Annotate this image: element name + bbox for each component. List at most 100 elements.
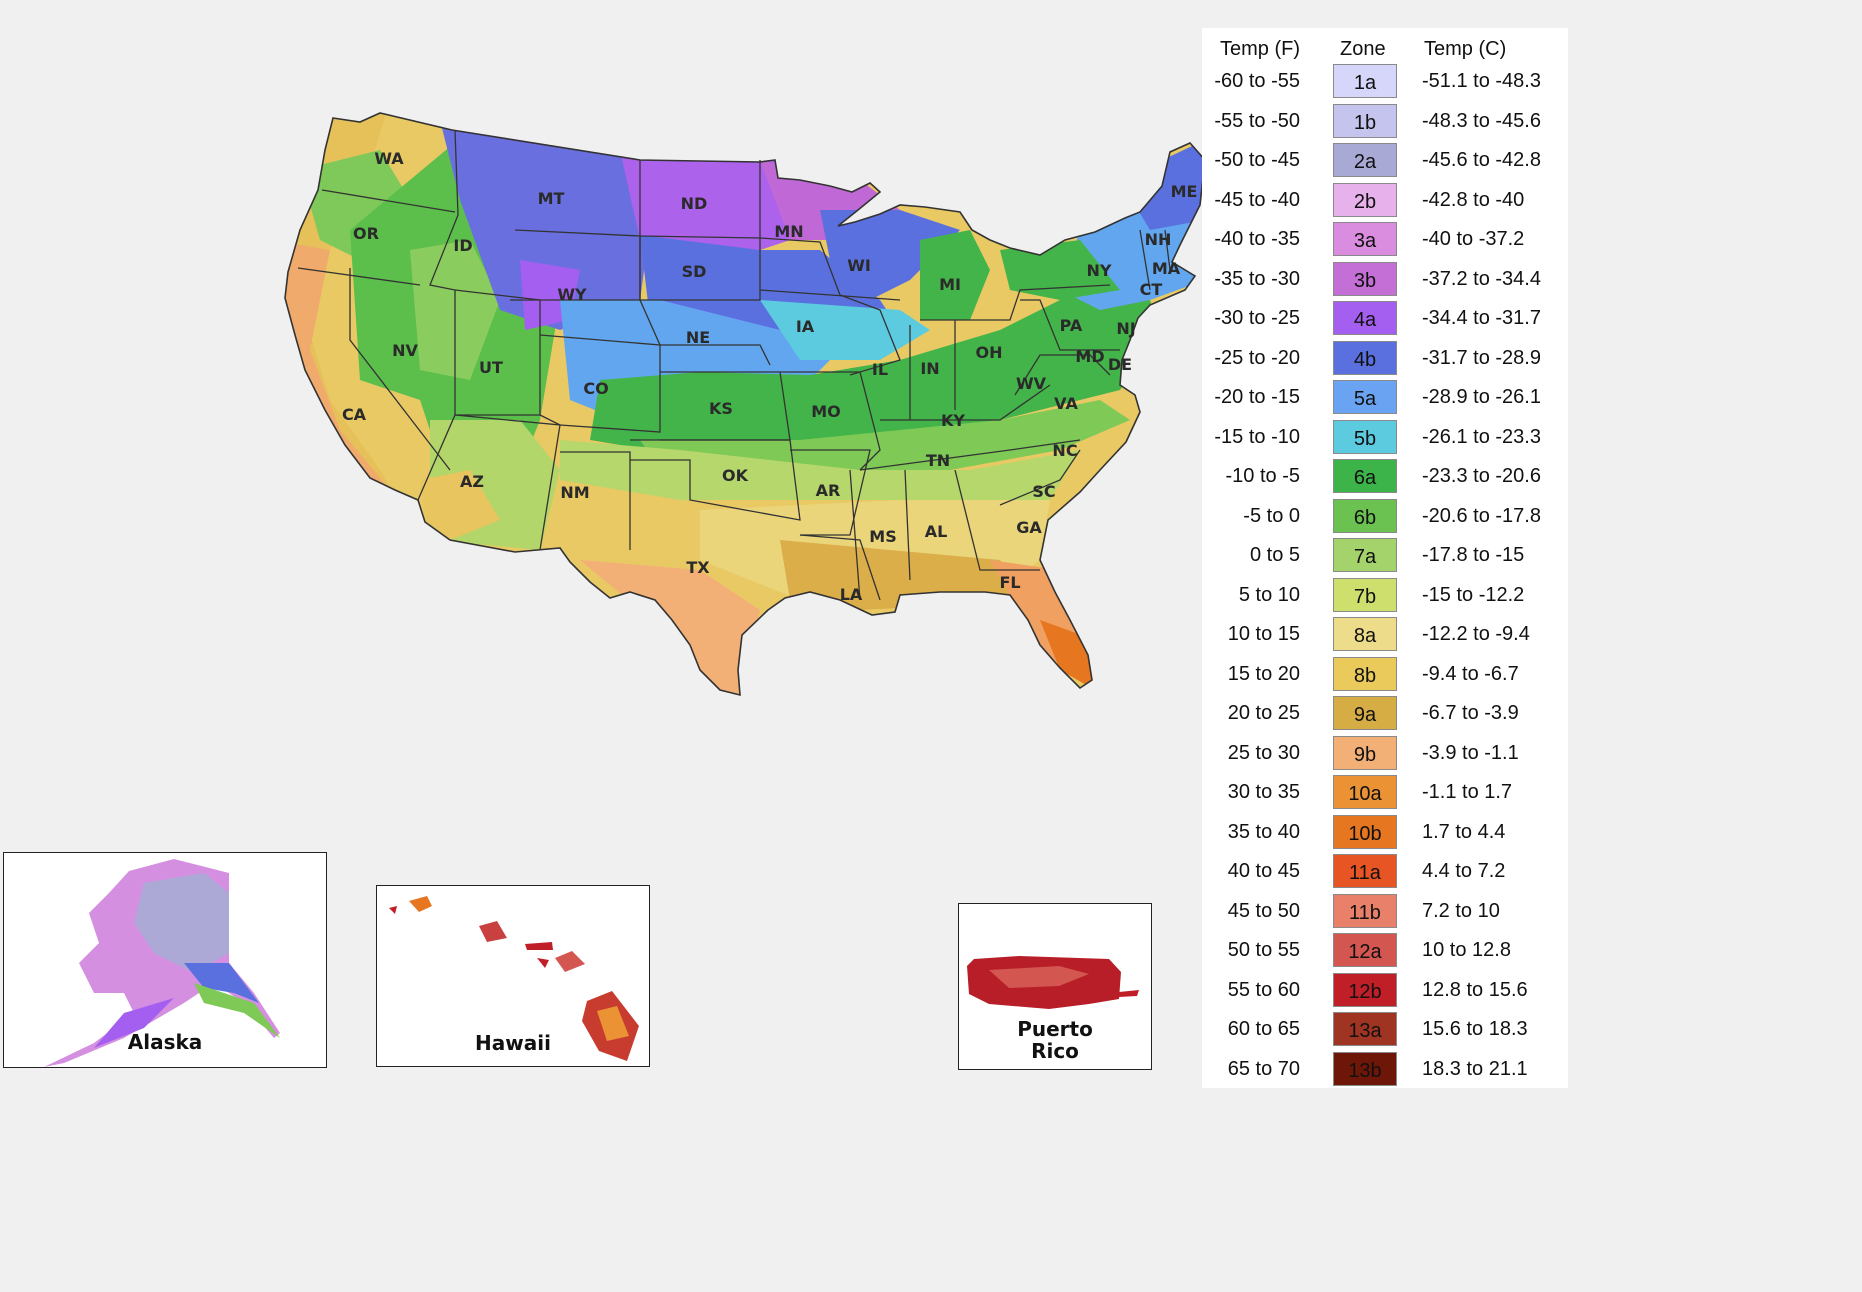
state-label-fl: FL: [999, 573, 1020, 592]
legend-row: -50 to -45 2a -45.6 to -42.8: [1202, 141, 1568, 181]
state-label-ny: NY: [1087, 261, 1112, 280]
state-label-mi: MI: [939, 275, 961, 294]
legend-temp-c: -17.8 to -15: [1422, 544, 1525, 566]
legend-temp-f: 45 to 50: [1227, 899, 1300, 922]
hawaii-map: [389, 896, 639, 1061]
legend-temp-f: -60 to -55: [1214, 70, 1300, 92]
legend-row: -30 to -25 4a -34.4 to -31.7: [1202, 299, 1568, 339]
legend-row: 65 to 70 13b 18.3 to 21.1: [1202, 1050, 1568, 1090]
state-label-me: ME: [1171, 182, 1198, 201]
state-label-ca: CA: [342, 405, 367, 424]
legend-temp-c: -45.6 to -42.8: [1422, 149, 1541, 171]
legend-temp-f: -10 to -5: [1225, 465, 1300, 487]
state-label-ct: CT: [1140, 280, 1163, 299]
legend-temp-f: 10 to 15: [1227, 623, 1300, 645]
legend-temp-c: -9.4 to -6.7: [1422, 662, 1519, 685]
state-label-nm: NM: [560, 483, 589, 502]
state-label-sd: SD: [682, 262, 707, 281]
legend-zone-swatch: 12b: [1333, 972, 1397, 1007]
legend-zone-swatch: 9a: [1333, 696, 1397, 730]
hawaii-label: Hawaii: [475, 1031, 551, 1055]
legend-temp-c: 1.7 to 4.4: [1422, 820, 1506, 843]
state-label-wv: WV: [1016, 374, 1047, 393]
state-label-or: OR: [353, 224, 379, 243]
state-label-in: IN: [920, 359, 939, 378]
legend-temp-c: 10 to 12.8: [1422, 939, 1511, 961]
legend-row: 10 to 15 8a -12.2 to -9.4: [1202, 615, 1568, 655]
legend-temp-f: -55 to -50: [1214, 109, 1300, 132]
legend-row: -5 to 0 6b -20.6 to -17.8: [1202, 497, 1568, 537]
state-label-nj: NJ: [1116, 319, 1135, 338]
legend-temp-f: -30 to -25: [1214, 307, 1300, 329]
state-label-nv: NV: [392, 341, 418, 360]
state-label-ks: KS: [709, 399, 733, 418]
state-label-tx: TX: [686, 558, 710, 577]
state-label-id: ID: [453, 236, 472, 255]
legend-temp-c: -15 to -12.2: [1422, 583, 1525, 606]
legend-zone-swatch: 8b: [1333, 656, 1397, 691]
state-label-va: VA: [1054, 394, 1078, 413]
state-label-wa: WA: [374, 149, 404, 168]
legend-row: 5 to 10 7b -15 to -12.2: [1202, 576, 1568, 616]
us-hardiness-zone-map: WA OR CA ID NV MT WY UT AZ CO NM ND SD NE KS OK TX MN IA MO…: [284, 112, 1205, 696]
legend-temp-c: 18.3 to 21.1: [1422, 1057, 1528, 1080]
state-label-ma: MA: [1152, 259, 1181, 278]
legend-temp-c: -3.9 to -1.1: [1422, 741, 1519, 764]
legend-temp-f: 55 to 60: [1227, 978, 1300, 1001]
legend-row: 20 to 25 9a -6.7 to -3.9: [1202, 694, 1568, 734]
legend-row: -15 to -10 5b -26.1 to -23.3: [1202, 418, 1568, 458]
legend-row: 50 to 55 12a 10 to 12.8: [1202, 931, 1568, 971]
state-label-ga: GA: [1016, 518, 1042, 537]
legend-header-temp-f: Temp (F): [1220, 38, 1300, 60]
puerto-rico-inset: Puerto Rico: [958, 903, 1152, 1070]
legend-temp-c: -12.2 to -9.4: [1422, 623, 1530, 645]
legend-zone-swatch: 10b: [1333, 814, 1397, 849]
legend-zone-swatch: 3b: [1333, 261, 1397, 296]
legend-row: -55 to -50 1b -48.3 to -45.6: [1202, 102, 1568, 142]
legend-temp-f: 60 to 65: [1227, 1018, 1300, 1040]
legend-temp-f: -35 to -30: [1214, 267, 1300, 290]
legend-temp-c: -23.3 to -20.6: [1422, 465, 1541, 487]
legend-temp-f: -45 to -40: [1214, 188, 1300, 211]
legend-zone-swatch: 1b: [1333, 103, 1397, 138]
legend-zone-swatch: 6a: [1333, 459, 1397, 493]
legend-temp-f: 5 to 10: [1238, 583, 1300, 606]
legend-temp-c: -6.7 to -3.9: [1422, 702, 1519, 724]
legend-zone-swatch: 11b: [1333, 893, 1397, 928]
zone-legend: Temp (F) Zone Temp (C) -60 to -55 1a -51.1…: [1202, 28, 1568, 1088]
state-label-ms: MS: [869, 527, 896, 546]
legend-temp-c: -51.1 to -48.3: [1422, 70, 1541, 92]
legend-temp-f: -20 to -15: [1214, 386, 1300, 408]
legend-temp-f: 30 to 35: [1227, 781, 1300, 803]
legend-row: 35 to 40 10b 1.7 to 4.4: [1202, 813, 1568, 853]
puerto-rico-label-line2: Rico: [1031, 1039, 1079, 1063]
state-label-pa: PA: [1060, 316, 1083, 335]
legend-header-zone: Zone: [1340, 38, 1386, 60]
legend-zone-swatch: 7b: [1333, 577, 1397, 612]
state-label-al: AL: [925, 522, 948, 541]
legend-zone-swatch: 11a: [1333, 854, 1397, 888]
legend-zone-swatch: 13a: [1333, 1012, 1397, 1046]
legend-row: -10 to -5 6a -23.3 to -20.6: [1202, 457, 1568, 497]
legend-temp-c: 4.4 to 7.2: [1422, 860, 1506, 882]
state-label-wy: WY: [557, 285, 587, 304]
legend-temp-f: 0 to 5: [1249, 544, 1300, 566]
alaska-inset: Alaska: [3, 852, 327, 1068]
legend-zone-swatch: 12a: [1333, 933, 1397, 967]
legend-temp-f: 35 to 40: [1227, 820, 1300, 843]
legend-temp-f: -50 to -45: [1214, 149, 1300, 171]
legend-zone-swatch: 3a: [1333, 222, 1397, 256]
legend-zone-swatch: 4b: [1333, 340, 1397, 375]
state-borders: [297, 129, 1171, 601]
legend-temp-f: -40 to -35: [1214, 228, 1300, 250]
hawaii-inset: Hawaii: [376, 885, 650, 1067]
legend-row: 45 to 50 11b 7.2 to 10: [1202, 892, 1568, 932]
legend-row: -45 to -40 2b -42.8 to -40: [1202, 181, 1568, 221]
alaska-map: [44, 859, 280, 1067]
state-label-sc: SC: [1032, 482, 1055, 501]
state-label-mt: MT: [538, 189, 565, 208]
legend-temp-c: 12.8 to 15.6: [1422, 978, 1528, 1001]
legend-zone-swatch: 2a: [1333, 143, 1397, 177]
legend-row: 25 to 30 9b -3.9 to -1.1: [1202, 734, 1568, 774]
state-label-md: MD: [1075, 347, 1104, 366]
